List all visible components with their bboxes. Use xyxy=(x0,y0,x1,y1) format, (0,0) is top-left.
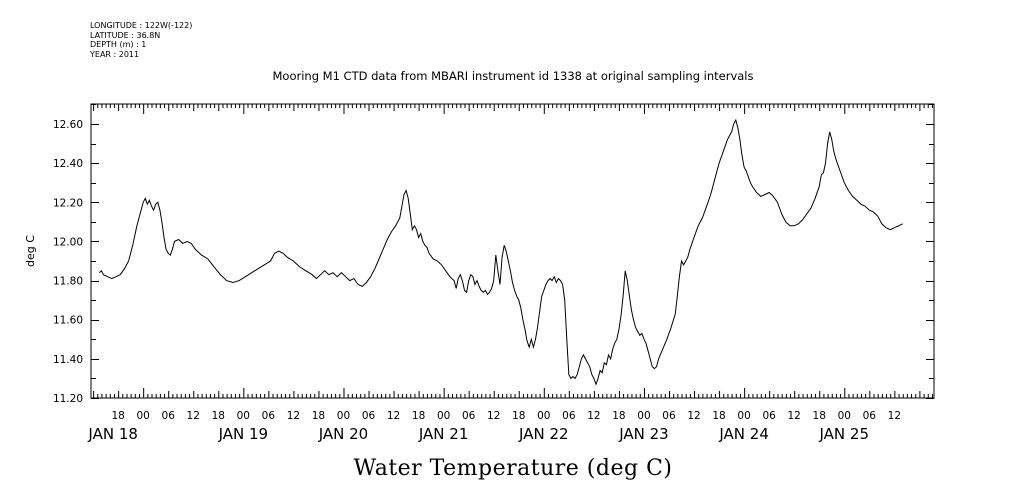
plot-frame xyxy=(90,103,935,399)
x-tick-label: 00 xyxy=(637,410,650,422)
day-label: JAN 18 xyxy=(87,425,138,443)
day-label: JAN 21 xyxy=(418,425,469,443)
x-tick-label: 06 xyxy=(362,410,376,422)
x-tick-label: 18 xyxy=(712,410,725,422)
x-tick-label: 06 xyxy=(762,410,776,422)
tick-marks xyxy=(91,104,934,399)
x-tick-label: 18 xyxy=(813,410,826,422)
x-tick-label: 00 xyxy=(237,410,250,422)
y-tick-label: 11.80 xyxy=(53,276,83,288)
x-tick-label: 06 xyxy=(562,410,576,422)
day-label: JAN 19 xyxy=(218,425,269,443)
y-tick-labels: 11.20 11.40 11.60 11.80 12.00 12.20 12.40 12.60 xyxy=(53,119,83,405)
temperature-line xyxy=(98,118,903,386)
day-label: JAN 23 xyxy=(618,425,669,443)
y-axis-label: deg C xyxy=(24,235,37,267)
x-tick-label: 18 xyxy=(412,410,425,422)
year-text: YEAR : 2011 xyxy=(90,49,140,59)
x-tick-label: 06 xyxy=(662,410,676,422)
x-axis-label: Water Temperature (deg C) xyxy=(354,456,673,481)
x-tick-label: 12 xyxy=(587,410,600,422)
x-tick-label: 00 xyxy=(838,410,851,422)
x-tick-label: 12 xyxy=(487,410,500,422)
latitude-text: LATITUDE : 36.8N xyxy=(90,30,161,40)
y-tick-label: 11.40 xyxy=(53,354,83,366)
x-tick-label: 12 xyxy=(687,410,700,422)
y-tick-label: 12.40 xyxy=(53,158,83,170)
x-tick-label: 06 xyxy=(162,410,176,422)
x-tick-label: 18 xyxy=(512,410,525,422)
x-tick-label: 12 xyxy=(888,410,901,422)
y-tick-label: 12.00 xyxy=(53,236,83,248)
x-tick-label: 00 xyxy=(537,410,550,422)
x-tick-label: 06 xyxy=(462,410,476,422)
x-tick-label: 00 xyxy=(737,410,750,422)
depth-text: DEPTH (m) : 1 xyxy=(90,40,147,49)
y-tick-label: 12.60 xyxy=(53,119,83,131)
y-tick-label: 12.20 xyxy=(53,197,83,209)
x-tick-label: 06 xyxy=(863,410,877,422)
day-labels: JAN 18 JAN 19 JAN 20 JAN 21 JAN 22 JAN 23 JAN … xyxy=(87,425,869,443)
day-label: JAN 20 xyxy=(318,425,369,443)
x-tick-labels: 18 00 06 12 18 00 06 12 18 00 06 12 18 00 06 12 18 00 06 12… xyxy=(111,410,901,422)
x-tick-label: 06 xyxy=(262,410,276,422)
metadata-block: LONGITUDE : 122W(-122) LATITUDE : 36.8N … xyxy=(90,21,192,59)
x-tick-label: 12 xyxy=(187,410,200,422)
day-label: JAN 24 xyxy=(718,425,769,443)
day-label: JAN 25 xyxy=(819,425,870,443)
x-tick-label: 18 xyxy=(312,410,325,422)
longitude-text: LONGITUDE : 122W(-122) xyxy=(90,21,193,30)
y-tick-label: 11.60 xyxy=(53,315,83,327)
x-tick-label: 12 xyxy=(287,410,300,422)
x-tick-label: 00 xyxy=(437,410,450,422)
x-tick-label: 12 xyxy=(387,410,400,422)
chart-title: Mooring M1 CTD data from MBARI instrumen… xyxy=(273,69,754,83)
x-tick-label: 00 xyxy=(136,410,149,422)
x-tick-label: 18 xyxy=(212,410,225,422)
x-tick-label: 00 xyxy=(337,410,350,422)
x-tick-label: 12 xyxy=(788,410,801,422)
x-tick-label: 18 xyxy=(612,410,625,422)
day-label: JAN 22 xyxy=(518,425,569,443)
y-tick-label: 11.20 xyxy=(53,393,83,405)
x-tick-label: 18 xyxy=(111,410,124,422)
